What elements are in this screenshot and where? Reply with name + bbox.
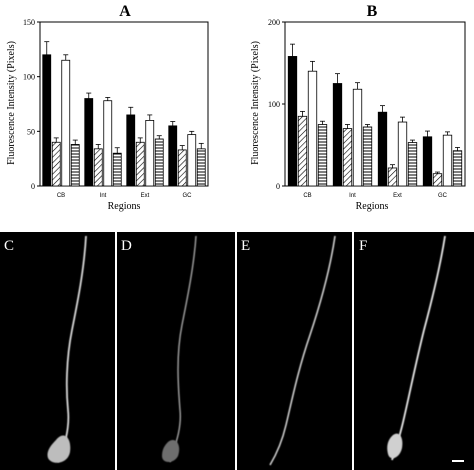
neurite-f-soma: [387, 433, 403, 459]
chart-b-bar-gc-solid: [422, 136, 433, 187]
chart-a-bar-ext-horizontal: [154, 138, 164, 187]
panel-letter-b: B: [367, 3, 378, 20]
neurite-c-soma: [47, 435, 71, 463]
chart-b-bar-ext-diagonal: [387, 167, 398, 187]
chart-b-bar-cb-open: [307, 70, 318, 187]
chart-a-bar-gc-horizontal: [196, 148, 206, 187]
chart-b-category-label: GC: [438, 193, 448, 199]
chart-b-ylabel: Fluorescence Intensity (Pixels): [250, 41, 261, 165]
chart-b-bar-gc-diagonal: [432, 173, 443, 187]
chart-b-ytick-label: 200: [268, 18, 280, 27]
chart-b-bar-cb-solid: [287, 56, 298, 187]
micrograph-letter-e: E: [241, 238, 250, 254]
chart-a-bar-int-open: [103, 100, 113, 187]
chart-a-category-label: Ext: [141, 193, 150, 199]
chart-b-bar-gc-horizontal: [452, 150, 463, 187]
chart-a-ytick-label: 0: [31, 182, 35, 191]
chart-a-bar-ext-solid: [126, 114, 136, 187]
chart-a-bar-cb-open: [61, 59, 71, 187]
chart-a-xlabel: Regions: [108, 201, 141, 212]
chart-b-bar-int-diagonal: [342, 128, 353, 187]
chart-b-ytick-label: 100: [268, 100, 280, 109]
chart-a-category-label: GC: [183, 193, 193, 199]
chart-a-bar-ext-open: [145, 120, 155, 187]
chart-a-bar-gc-open: [187, 134, 197, 187]
neurite-e: [269, 235, 336, 466]
chart-a-bar-int-horizontal: [112, 152, 122, 187]
micrograph-c: [0, 232, 115, 470]
chart-b-category-label: CB: [303, 193, 311, 199]
neurite-d: [169, 235, 197, 463]
chart-b-xlabel: Regions: [356, 201, 389, 212]
chart-b-bar-int-solid: [332, 83, 343, 187]
scale-bar: [452, 460, 464, 462]
chart-b-bar-ext-horizontal: [407, 142, 418, 187]
chart-a-bar-cb-solid: [42, 54, 52, 187]
chart-b-bar-gc-open: [442, 134, 453, 187]
chart-a-bar-cb-diagonal: [51, 141, 61, 187]
chart-a-bar-ext-diagonal: [135, 141, 145, 187]
micrograph-e: [237, 232, 352, 470]
chart-a-ytick-label: 100: [23, 73, 35, 82]
chart-a-category-label: CB: [57, 193, 65, 199]
chart-b-category-label: Int: [349, 193, 356, 199]
chart-b-ytick-label: 0: [276, 182, 280, 191]
chart-a-bar-int-solid: [84, 98, 94, 187]
micrograph-d: [117, 232, 235, 470]
chart-a-plot-frame: [39, 21, 209, 187]
chart-a-ylabel: Fluorescence Intensity (Pixels): [6, 41, 17, 165]
neurite-c: [57, 235, 87, 463]
chart-b-category-label: Ext: [393, 193, 402, 199]
micrograph-letter-f: F: [359, 238, 367, 254]
chart-a: Fluorescence Intensity (Pixels) Regions …: [6, 18, 209, 212]
chart-b-bar-ext-open: [397, 121, 408, 187]
chart-a-category-label: Int: [100, 193, 107, 199]
chart-a-bar-gc-solid: [168, 125, 178, 187]
chart-b-bar-int-open: [352, 88, 363, 187]
chart-a-bar-int-diagonal: [93, 148, 103, 187]
micrograph-letter-c: C: [4, 238, 14, 254]
chart-b-bar-int-horizontal: [362, 126, 373, 187]
micrograph-letter-d: D: [121, 238, 132, 254]
chart-b-bar-cb-horizontal: [317, 124, 328, 187]
micrograph-panels: C D E F: [0, 232, 474, 470]
chart-a-bar-cb-horizontal: [70, 144, 80, 187]
panel-letter-a: A: [119, 3, 131, 20]
chart-b-bar-ext-solid: [377, 111, 388, 187]
chart-b-bar-cb-diagonal: [297, 115, 308, 187]
chart-a-bar-gc-diagonal: [177, 149, 187, 187]
chart-a-ytick-label: 150: [23, 18, 35, 27]
chart-b: Fluorescence Intensity (Pixels) Regions …: [250, 18, 466, 212]
micrograph-f: [354, 232, 474, 470]
neurite-d-soma: [162, 439, 180, 462]
chart-a-ytick-label: 50: [27, 127, 35, 136]
